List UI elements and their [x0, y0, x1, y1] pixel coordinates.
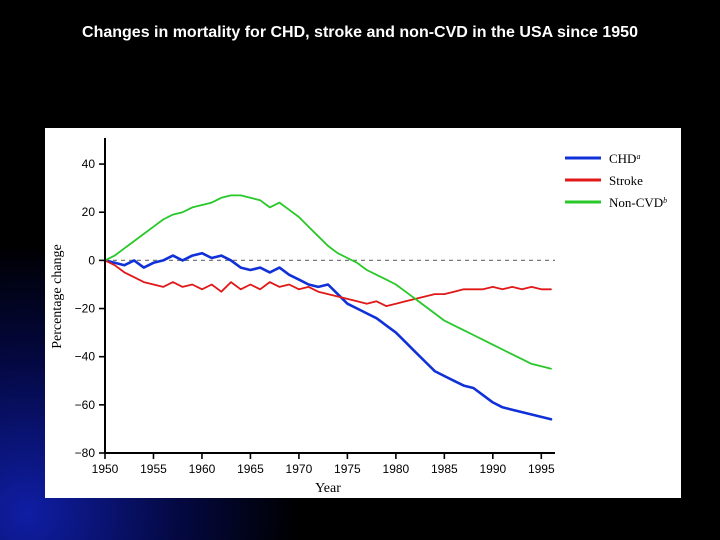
x-axis-label: Year: [315, 481, 341, 496]
y-axis-label: Percentage change: [50, 244, 65, 349]
x-tick-label: 1965: [237, 462, 264, 476]
y-tick-label: −60: [75, 398, 96, 412]
y-tick-label: −20: [75, 302, 96, 316]
x-tick-label: 1985: [431, 462, 458, 476]
x-tick-label: 1960: [189, 462, 216, 476]
x-tick-label: 1955: [140, 462, 167, 476]
chart-container: −80 −60 −40 −20 0 20 40 1950 1955 1960 1965 1970 197…: [45, 128, 681, 498]
y-tick-label: −80: [75, 446, 96, 460]
legend-label: CHDa: [609, 151, 640, 166]
x-tick-label: 1970: [286, 462, 313, 476]
slide-title: Changes in mortality for CHD, stroke and…: [0, 24, 720, 42]
y-tick-label: 20: [82, 205, 96, 219]
mortality-line-chart: −80 −60 −40 −20 0 20 40 1950 1955 1960 1965 1970 197…: [45, 128, 681, 498]
y-tick-label: 40: [82, 157, 96, 171]
x-tick-label: 1990: [479, 462, 506, 476]
x-tick-label: 1975: [334, 462, 361, 476]
y-tick-label: −40: [75, 350, 96, 364]
x-tick-label: 1980: [383, 462, 410, 476]
legend-label: Non-CVDb: [609, 195, 667, 210]
x-tick-label: 1995: [528, 462, 555, 476]
x-tick-label: 1950: [92, 462, 119, 476]
slide: Changes in mortality for CHD, stroke and…: [0, 0, 720, 540]
legend-label: Stroke: [609, 173, 643, 188]
y-tick-label: 0: [88, 253, 95, 267]
